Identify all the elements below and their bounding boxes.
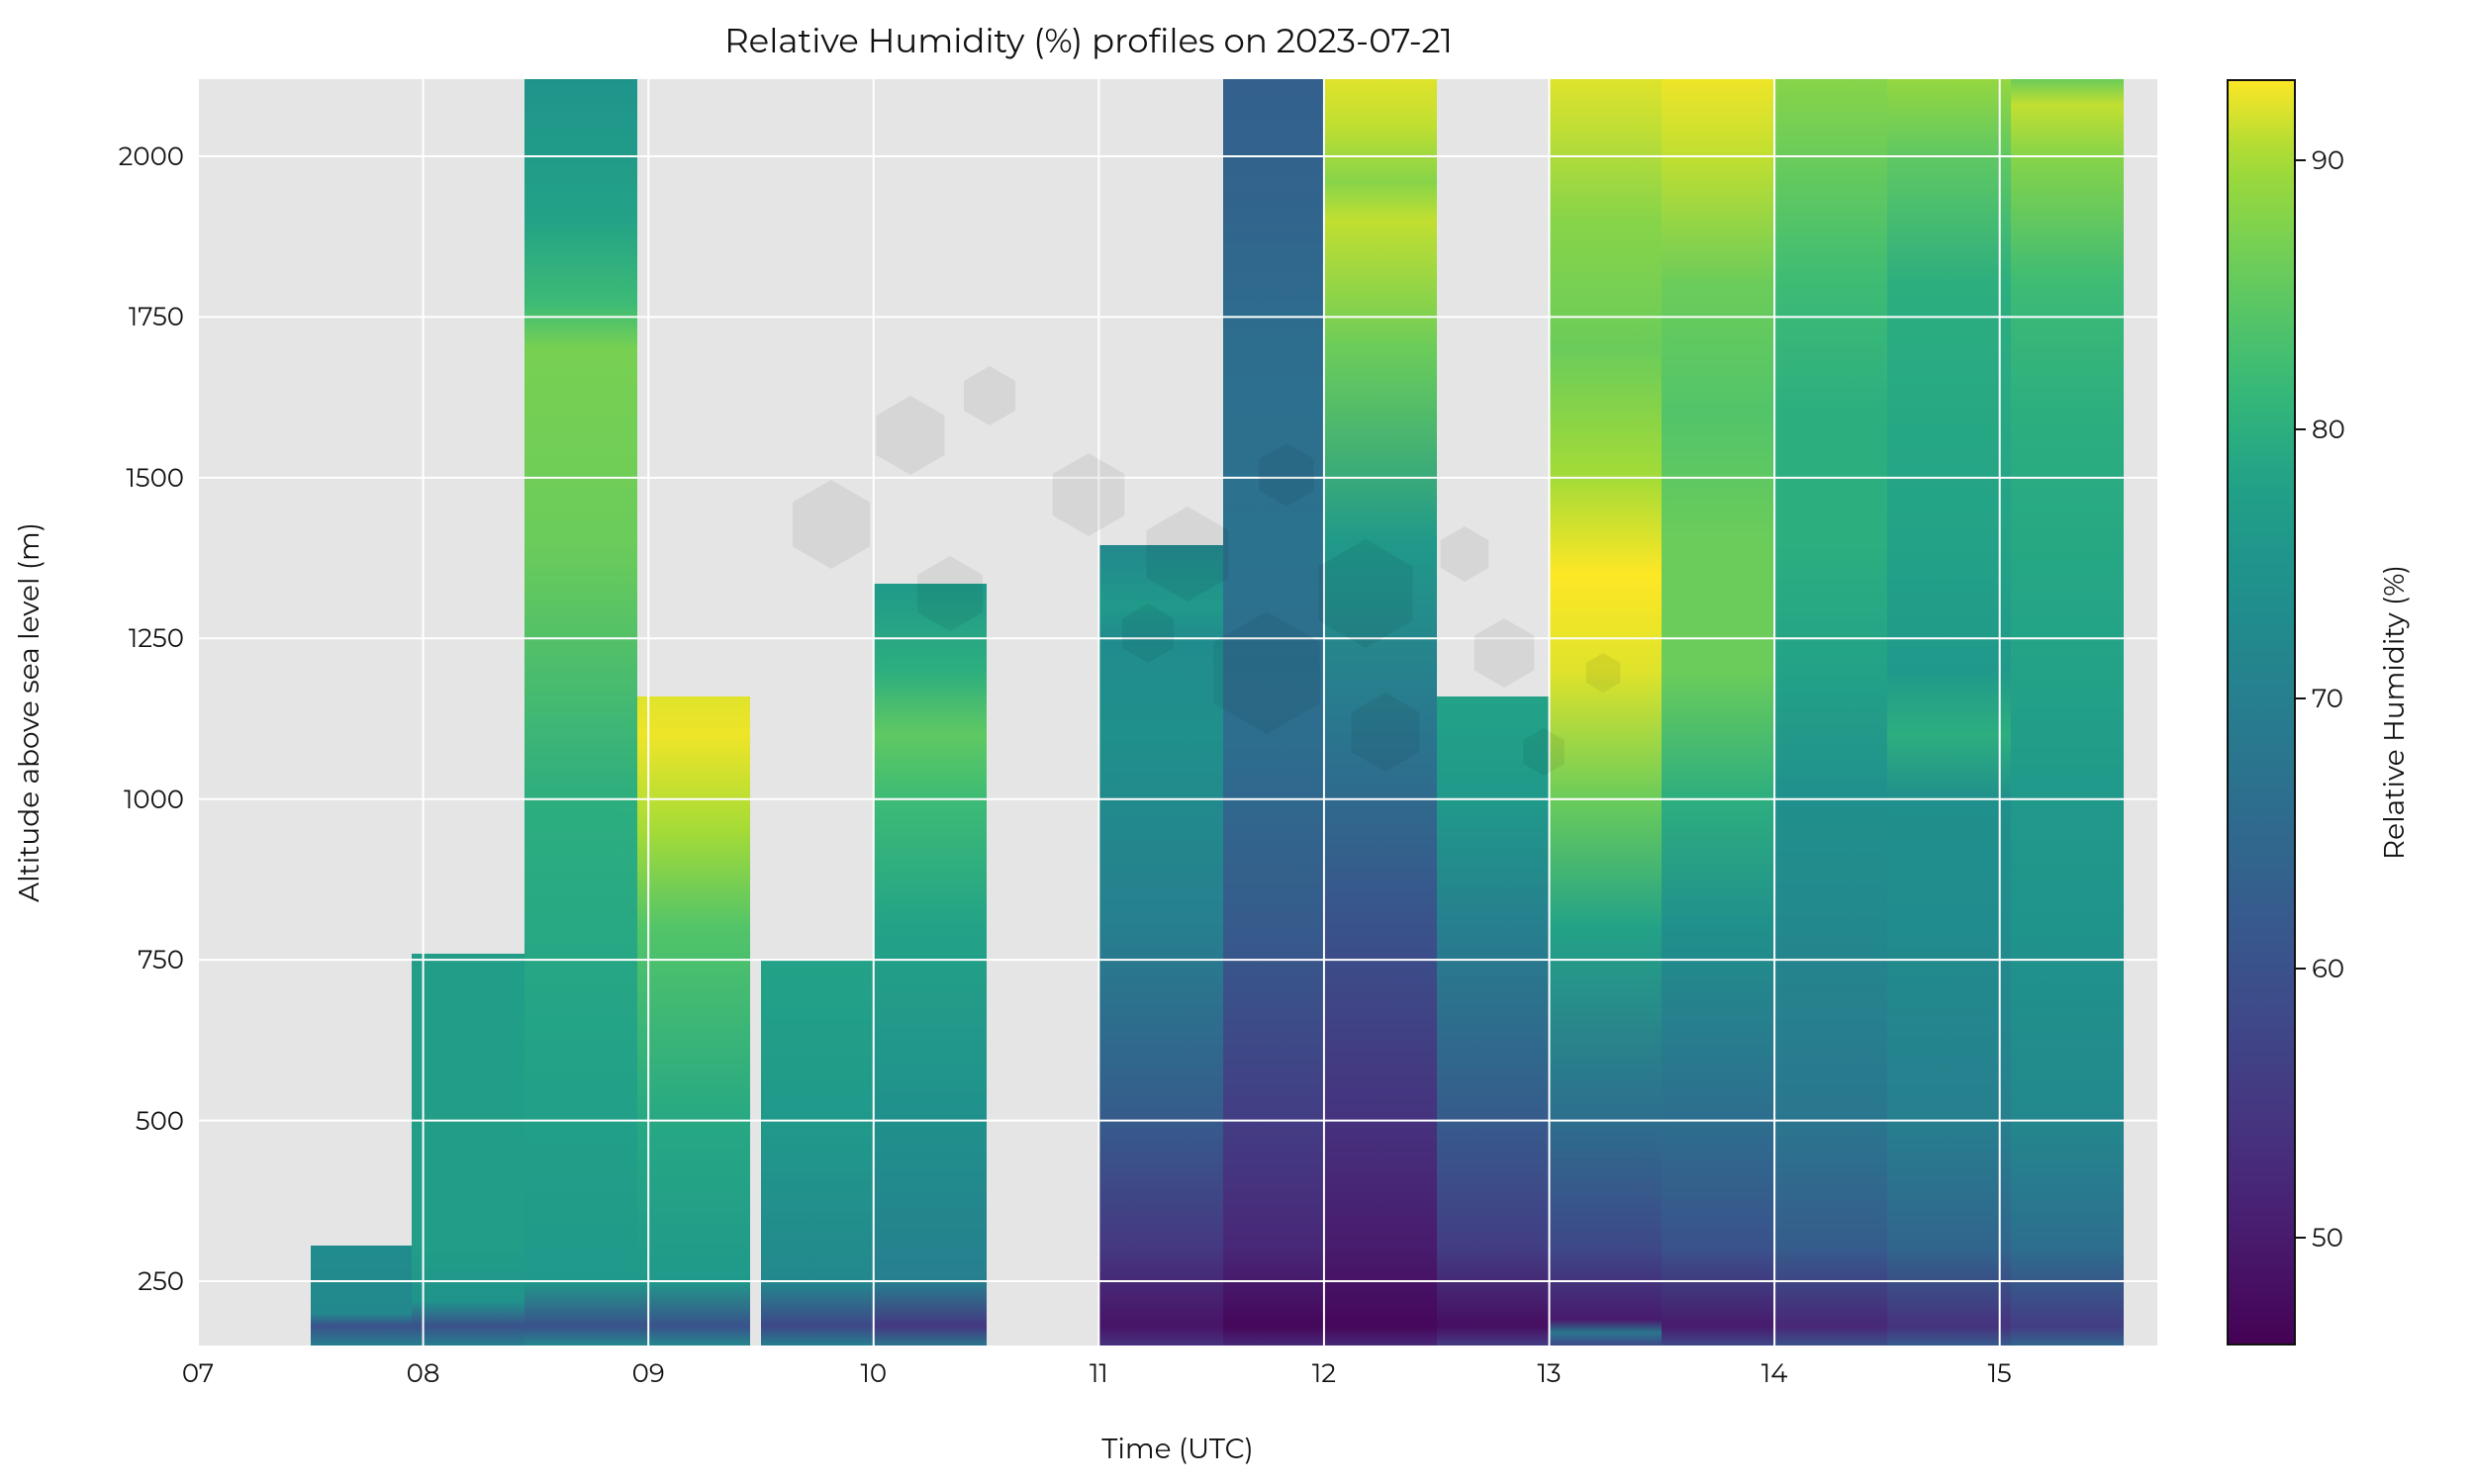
humidity-profile-column bbox=[1223, 79, 1324, 1345]
colorbar-gradient bbox=[2227, 79, 2296, 1345]
x-tick-label: 08 bbox=[407, 1357, 440, 1389]
x-axis-label: Time (UTC) bbox=[1101, 1433, 1253, 1466]
x-tick-label: 15 bbox=[1988, 1357, 2012, 1389]
colorbar-tick-mark bbox=[2296, 428, 2306, 430]
colorbar bbox=[2227, 79, 2296, 1345]
y-tick-label: 1750 bbox=[129, 301, 184, 332]
x-tick-label: 14 bbox=[1761, 1357, 1788, 1389]
humidity-profile-column bbox=[874, 584, 987, 1345]
y-tick-label: 2000 bbox=[119, 140, 184, 172]
colorbar-tick-mark bbox=[2296, 1237, 2306, 1239]
y-tick-label: 250 bbox=[138, 1265, 184, 1297]
colorbar-tick-mark bbox=[2296, 968, 2306, 970]
colorbar-tick-label: 70 bbox=[2312, 683, 2343, 714]
figure: Relative Humidity (%) profiles on 2023-0… bbox=[0, 0, 2474, 1484]
humidity-profile-column bbox=[524, 79, 637, 1345]
x-tick-label: 10 bbox=[860, 1357, 887, 1389]
humidity-profile-column bbox=[761, 960, 874, 1345]
humidity-profile-column bbox=[311, 1246, 412, 1345]
humidity-profile-column bbox=[637, 696, 750, 1345]
x-tick-label: 07 bbox=[182, 1357, 214, 1389]
humidity-profile-column bbox=[1662, 79, 1774, 1345]
colorbar-tick-label: 90 bbox=[2312, 144, 2344, 176]
humidity-profile-column bbox=[1324, 79, 1437, 1345]
humidity-profile-column bbox=[1774, 79, 1887, 1345]
colorbar-tick-mark bbox=[2296, 159, 2306, 161]
y-tick-label: 500 bbox=[136, 1105, 184, 1137]
humidity-profile-column bbox=[1887, 79, 2011, 1345]
y-axis-label: Altitude above sea level (m) bbox=[13, 522, 47, 902]
colorbar-label: Relative Humidity (%) bbox=[2378, 565, 2412, 860]
colorbar-tick-label: 80 bbox=[2312, 414, 2345, 445]
y-tick-label: 1250 bbox=[129, 622, 184, 654]
y-tick-label: 750 bbox=[138, 944, 184, 975]
colorbar-tick-label: 50 bbox=[2312, 1222, 2343, 1253]
x-tick-label: 09 bbox=[632, 1357, 665, 1389]
colorbar-tick-mark bbox=[2296, 697, 2306, 699]
humidity-profile-column bbox=[2011, 79, 2124, 1345]
humidity-profile-column bbox=[1550, 79, 1663, 1345]
colorbar-tick-label: 60 bbox=[2312, 953, 2344, 984]
x-tick-label: 11 bbox=[1090, 1357, 1108, 1389]
chart-title: Relative Humidity (%) profiles on 2023-0… bbox=[0, 20, 2177, 61]
x-tick-label: 12 bbox=[1312, 1357, 1336, 1389]
humidity-profile-column bbox=[1098, 545, 1222, 1345]
y-tick-label: 1000 bbox=[124, 784, 184, 815]
plot-area bbox=[198, 79, 2157, 1345]
humidity-profile-column bbox=[1437, 696, 1550, 1345]
y-tick-label: 1500 bbox=[126, 462, 184, 494]
humidity-profile-column bbox=[412, 954, 524, 1345]
x-tick-label: 13 bbox=[1537, 1357, 1561, 1389]
